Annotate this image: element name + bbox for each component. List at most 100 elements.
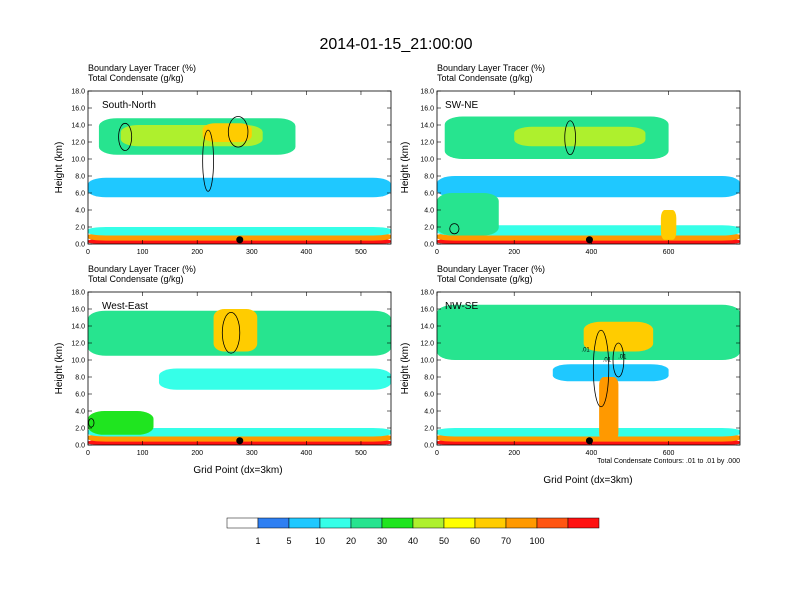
- y-tick-label: 8.0: [75, 375, 85, 382]
- y-tick-label: 10.0: [420, 157, 434, 164]
- colorbar-swatch: [412, 517, 445, 529]
- y-tick-label: 12.0: [71, 341, 85, 348]
- panel-label: NW-SE: [445, 301, 478, 312]
- x-tick-label: 0: [435, 249, 439, 256]
- x-tick-label: 400: [301, 450, 313, 457]
- y-tick-label: 0.0: [424, 242, 434, 249]
- condensate-contour: [221, 311, 241, 354]
- plot-area: .01 .01 .01: [437, 304, 740, 445]
- y-tick-label: 6.0: [424, 392, 434, 399]
- filled-contour-region: [437, 176, 740, 198]
- x-tick-label: 400: [586, 249, 598, 256]
- colorbar-swatch: [288, 517, 321, 529]
- y-tick-label: 16.0: [420, 106, 434, 113]
- plot-frame: [87, 291, 392, 446]
- y-tick-label: 6.0: [424, 191, 434, 198]
- colorbar-swatch: [474, 517, 507, 529]
- panel-title-line-1: Boundary Layer Tracer (%): [88, 264, 196, 274]
- y-axis-label: Height (km): [400, 142, 411, 194]
- panel-west-east: Boundary Layer Tracer (%) Total Condensa…: [54, 264, 392, 476]
- colorbar-swatch: [257, 517, 290, 529]
- contour-label: .01: [603, 358, 612, 364]
- filled-contour-region: [552, 364, 669, 382]
- y-tick-label: 16.0: [71, 307, 85, 314]
- y-tick-label: 4.0: [75, 409, 85, 416]
- colorbar-label: 100: [529, 536, 544, 546]
- y-tick-label: 6.0: [75, 191, 85, 198]
- panel-title-line-1: Boundary Layer Tracer (%): [437, 63, 545, 73]
- y-tick-label: 2.0: [75, 225, 85, 232]
- y-tick-label: 4.0: [424, 409, 434, 416]
- panel-sw-ne: Boundary Layer Tracer (%) Total Condensa…: [400, 63, 741, 256]
- condensate-contour: [88, 418, 95, 428]
- y-tick-label: 18.0: [420, 89, 434, 96]
- y-tick-label: 14.0: [420, 123, 434, 130]
- condensate-contour: [564, 120, 576, 156]
- x-tick-label: 200: [508, 249, 520, 256]
- x-tick-label: 600: [663, 249, 675, 256]
- y-tick-label: 0.0: [75, 242, 85, 249]
- colorbar-label: 50: [439, 536, 449, 546]
- panel-title-line-2: Total Condensate (g/kg): [437, 274, 533, 284]
- y-tick-label: 18.0: [420, 290, 434, 297]
- contour-label: .01: [581, 348, 590, 354]
- condensate-contour: [202, 129, 214, 192]
- y-tick-label: 6.0: [75, 392, 85, 399]
- x-tick-label: 200: [508, 450, 520, 457]
- y-tick-label: 14.0: [71, 324, 85, 331]
- plot-frame: [87, 90, 392, 245]
- x-tick-label: 200: [191, 249, 203, 256]
- y-tick-label: 16.0: [420, 307, 434, 314]
- plot-area: [88, 309, 391, 445]
- y-tick-label: 10.0: [71, 157, 85, 164]
- panel-nw-se: Boundary Layer Tracer (%) Total Condensa…: [400, 264, 741, 486]
- y-tick-label: 18.0: [71, 89, 85, 96]
- y-tick-label: 2.0: [424, 426, 434, 433]
- y-tick-label: 0.0: [75, 443, 85, 450]
- filled-contour-region: [437, 428, 740, 437]
- y-tick-label: 12.0: [420, 341, 434, 348]
- x-axis-label: Grid Point (dx=3km): [193, 465, 282, 476]
- x-tick-label: 0: [435, 450, 439, 457]
- location-marker: [236, 437, 244, 445]
- y-tick-label: 8.0: [424, 375, 434, 382]
- colorbar-label: 40: [408, 536, 418, 546]
- filled-contour-region: [599, 377, 619, 441]
- filled-contour-region: [88, 177, 391, 198]
- colorbar-label: 5: [286, 536, 291, 546]
- condensate-contour: [227, 116, 249, 148]
- x-tick-label: 100: [137, 450, 149, 457]
- y-tick-label: 2.0: [424, 225, 434, 232]
- filled-contour-region: [88, 428, 391, 437]
- y-tick-label: 14.0: [420, 324, 434, 331]
- panel-south-north: Boundary Layer Tracer (%) Total Condensa…: [54, 63, 392, 256]
- plot-area: [437, 116, 740, 244]
- colorbar: 1 5 10 20 30 40 50 60 70 100: [226, 517, 600, 546]
- location-marker: [585, 437, 593, 445]
- x-tick-label: 0: [86, 450, 90, 457]
- y-tick-label: 8.0: [75, 174, 85, 181]
- colorbar-swatch: [381, 517, 414, 529]
- filled-contour-region: [583, 321, 654, 352]
- y-tick-label: 12.0: [420, 140, 434, 147]
- x-tick-label: 0: [86, 249, 90, 256]
- colorbar-swatch: [443, 517, 476, 529]
- location-marker: [585, 236, 593, 244]
- colorbar-swatch: [505, 517, 538, 529]
- x-tick-label: 500: [355, 249, 367, 256]
- colorbar-swatch: [536, 517, 569, 529]
- colorbar-label: 10: [315, 536, 325, 546]
- panel-title-line-2: Total Condensate (g/kg): [88, 274, 184, 284]
- x-tick-label: 200: [191, 450, 203, 457]
- colorbar-label: 30: [377, 536, 387, 546]
- y-axis-label: Height (km): [54, 142, 65, 194]
- location-marker: [236, 236, 244, 244]
- y-tick-label: 12.0: [71, 140, 85, 147]
- colorbar-label: 1: [255, 536, 260, 546]
- condensate-contour: [592, 329, 610, 408]
- condensate-contour: [118, 122, 133, 151]
- colorbar-label: 20: [346, 536, 356, 546]
- filled-contour-region: [437, 193, 499, 236]
- panel-title-line-1: Boundary Layer Tracer (%): [437, 264, 545, 274]
